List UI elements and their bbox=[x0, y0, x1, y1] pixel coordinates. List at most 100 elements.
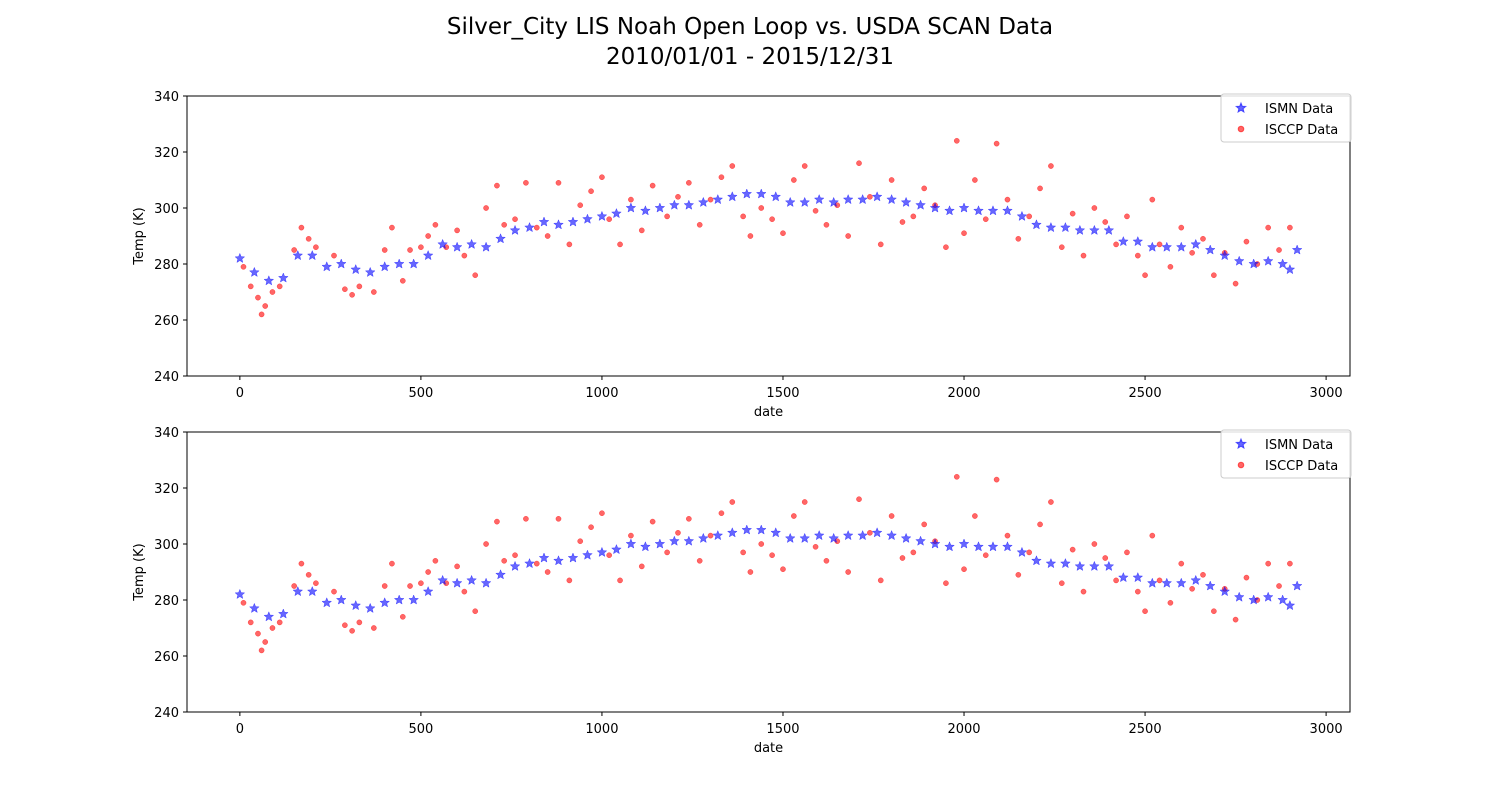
data-point-star bbox=[1002, 541, 1013, 552]
data-point-star bbox=[335, 594, 347, 605]
data-point-circle bbox=[664, 213, 670, 220]
data-point-circle bbox=[953, 137, 960, 144]
data-point-circle bbox=[1200, 235, 1206, 242]
data-point-circle bbox=[1167, 263, 1174, 270]
legend-label: ISMN Data bbox=[1265, 102, 1333, 117]
data-point-star bbox=[1262, 255, 1274, 266]
data-point-star bbox=[1175, 577, 1187, 588]
data-point-star bbox=[1284, 599, 1296, 611]
y-tick-label: 260 bbox=[154, 650, 179, 665]
data-point-circle bbox=[262, 639, 269, 645]
data-point-star bbox=[451, 241, 463, 252]
legend-marker-circle bbox=[1237, 125, 1245, 133]
data-point-circle bbox=[899, 219, 906, 225]
axes-frame bbox=[186, 431, 1351, 713]
data-point-star bbox=[1277, 258, 1289, 269]
series-isccp-data bbox=[240, 137, 1293, 318]
plot-area bbox=[234, 473, 1303, 654]
data-point-circle bbox=[1211, 272, 1217, 279]
data-point-star bbox=[524, 557, 535, 569]
data-point-star bbox=[248, 266, 260, 277]
data-point-circle bbox=[867, 193, 873, 200]
data-point-circle bbox=[1287, 224, 1293, 231]
data-point-star bbox=[263, 611, 275, 622]
data-point-circle bbox=[418, 244, 424, 251]
data-point-circle bbox=[356, 283, 363, 290]
data-point-circle bbox=[769, 216, 775, 223]
data-point-circle bbox=[247, 619, 254, 626]
data-point-circle bbox=[1048, 163, 1054, 169]
data-point-circle bbox=[313, 580, 319, 587]
data-point-circle bbox=[544, 569, 551, 575]
y-tick-label: 320 bbox=[154, 482, 179, 497]
data-point-star bbox=[1204, 580, 1216, 591]
figure-title-line1: Silver_City LIS Noah Open Loop vs. USDA … bbox=[447, 14, 1053, 40]
data-point-star bbox=[277, 608, 289, 619]
data-point-circle bbox=[888, 513, 895, 519]
data-point-circle bbox=[1102, 219, 1109, 225]
data-point-star bbox=[828, 196, 840, 207]
data-point-circle bbox=[993, 476, 1000, 483]
data-point-star bbox=[683, 535, 695, 546]
data-point-circle bbox=[675, 193, 681, 200]
data-point-circle bbox=[664, 549, 670, 556]
data-point-circle bbox=[1026, 549, 1033, 556]
data-point-star bbox=[1088, 224, 1100, 235]
data-point-circle bbox=[1080, 588, 1087, 595]
series-isccp-data bbox=[240, 473, 1293, 654]
data-point-star bbox=[640, 205, 651, 216]
data-point-star bbox=[755, 524, 767, 535]
data-point-star bbox=[697, 532, 709, 543]
data-point-star bbox=[973, 541, 984, 552]
data-point-circle bbox=[291, 247, 298, 253]
data-point-circle bbox=[247, 283, 254, 290]
data-point-circle bbox=[1058, 580, 1065, 587]
data-point-star bbox=[784, 196, 796, 207]
data-point-star bbox=[611, 207, 622, 219]
data-point-circle bbox=[953, 473, 960, 480]
data-point-circle bbox=[276, 283, 283, 290]
data-point-star bbox=[625, 202, 637, 213]
data-point-circle bbox=[877, 241, 884, 248]
data-point-circle bbox=[649, 518, 656, 525]
series-ismn-data bbox=[234, 188, 1303, 286]
data-point-circle bbox=[606, 216, 613, 223]
data-point-star bbox=[654, 538, 666, 549]
y-tick-label: 340 bbox=[154, 90, 179, 105]
data-point-circle bbox=[1102, 555, 1109, 561]
data-point-circle bbox=[856, 496, 862, 503]
legend-label: ISCCP Data bbox=[1265, 459, 1338, 474]
data-point-circle bbox=[1069, 546, 1076, 553]
data-point-circle bbox=[389, 560, 395, 567]
data-point-circle bbox=[298, 560, 305, 567]
data-point-star bbox=[582, 213, 593, 224]
data-point-circle bbox=[877, 577, 884, 584]
data-point-star bbox=[784, 532, 796, 543]
y-tick-label: 300 bbox=[154, 538, 179, 553]
data-point-circle bbox=[1004, 532, 1011, 539]
data-point-star bbox=[1161, 241, 1173, 252]
data-point-circle bbox=[856, 160, 862, 167]
data-point-star bbox=[1233, 591, 1245, 602]
data-point-star bbox=[509, 560, 521, 571]
data-point-star bbox=[1031, 219, 1042, 230]
data-point-circle bbox=[943, 580, 949, 587]
data-point-star bbox=[958, 538, 970, 549]
data-point-circle bbox=[1200, 571, 1206, 578]
y-axis-label: Temp (K) bbox=[132, 543, 147, 601]
data-point-circle bbox=[262, 303, 269, 309]
data-point-circle bbox=[407, 583, 413, 589]
data-point-circle bbox=[1134, 252, 1141, 259]
data-point-star bbox=[1161, 577, 1173, 588]
data-point-star bbox=[495, 233, 506, 244]
x-axis-label: date bbox=[754, 405, 783, 420]
data-point-circle bbox=[1232, 280, 1239, 287]
data-point-star bbox=[929, 538, 941, 549]
data-point-star bbox=[1002, 205, 1013, 216]
data-point-star bbox=[1277, 594, 1289, 605]
data-point-star bbox=[987, 541, 999, 552]
data-point-circle bbox=[638, 563, 645, 570]
data-point-circle bbox=[718, 174, 725, 181]
data-point-star bbox=[422, 585, 434, 597]
data-point-circle bbox=[399, 613, 406, 620]
